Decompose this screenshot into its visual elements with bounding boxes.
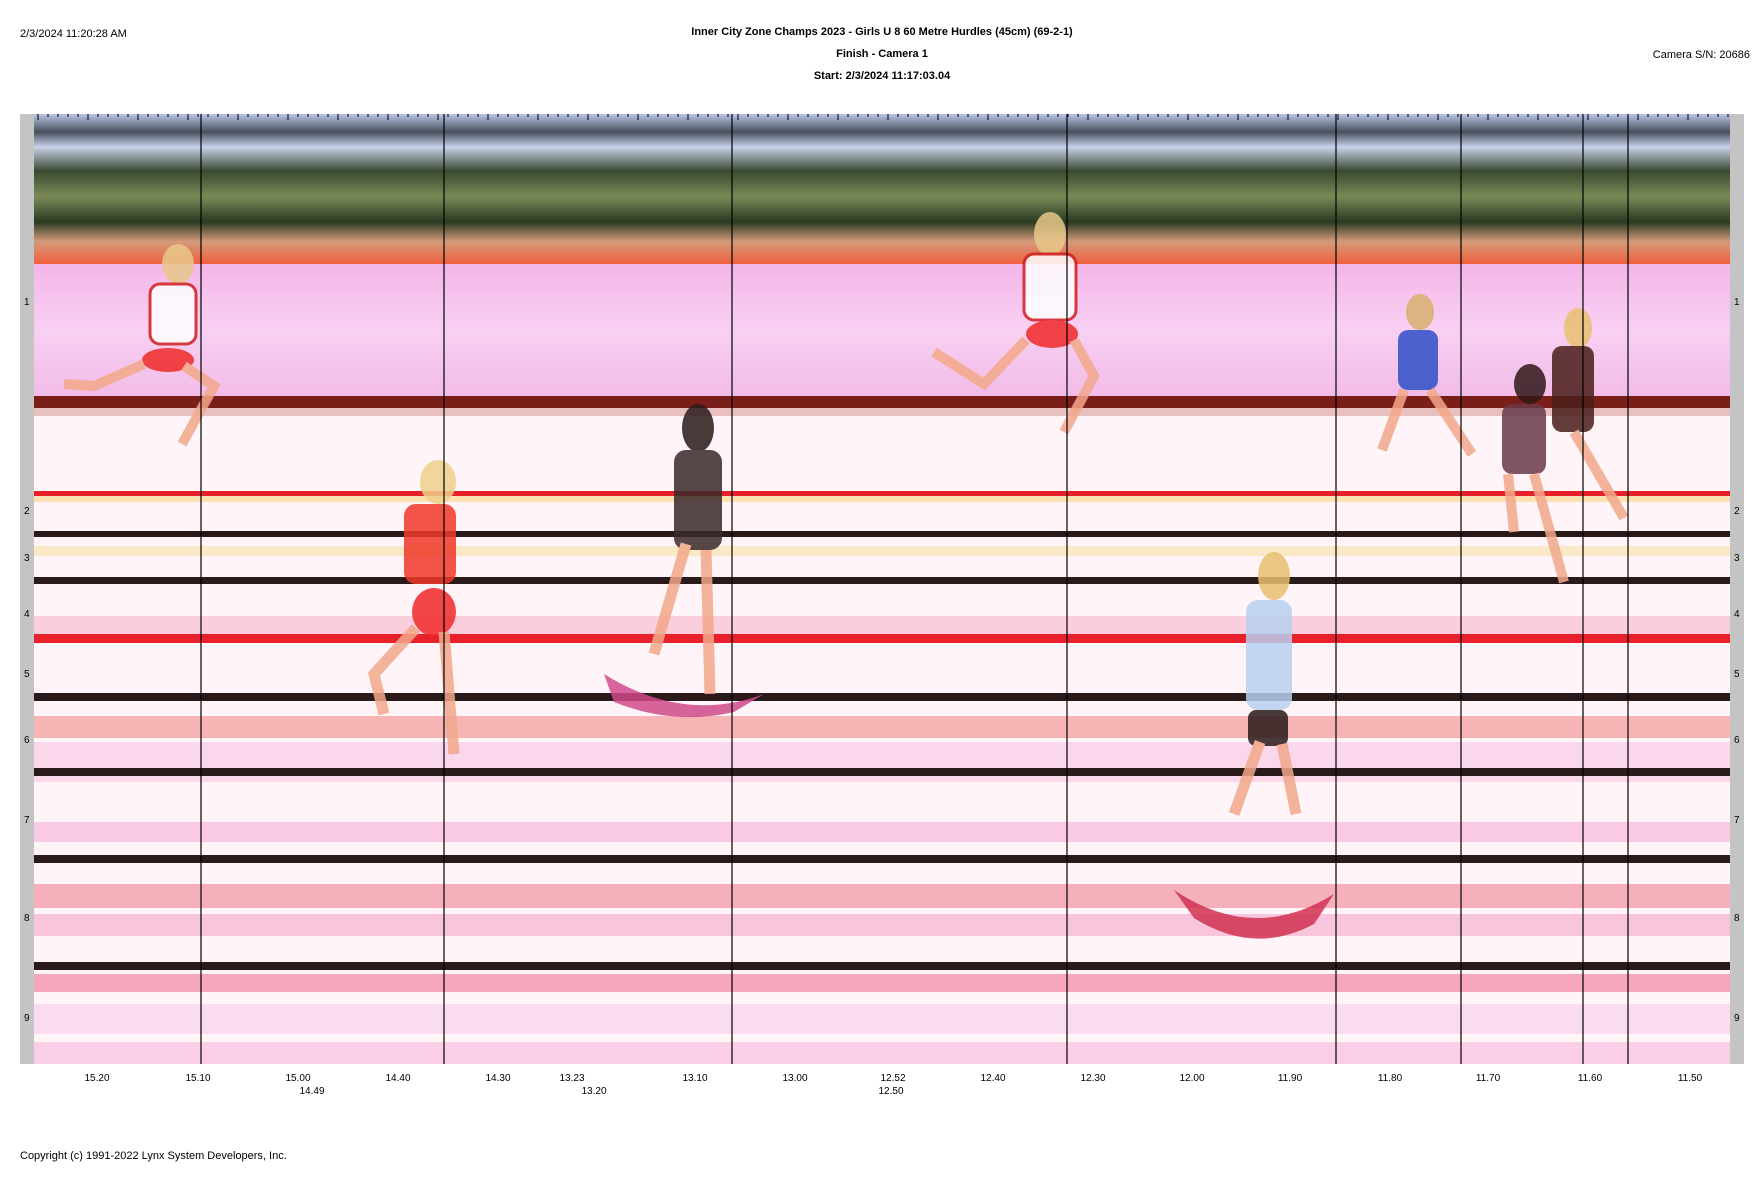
lane-label-8-left: 8 <box>24 913 30 924</box>
lane-label-7-left: 7 <box>24 815 30 826</box>
print-timestamp: 2/3/2024 11:20:28 AM <box>20 28 127 40</box>
runner-lane-5 <box>367 460 460 755</box>
time-label: 13.00 <box>782 1073 808 1084</box>
time-label: 15.00 <box>285 1073 311 1084</box>
time-sublabel: 13.20 <box>581 1086 607 1097</box>
time-label: 11.50 <box>1677 1073 1703 1084</box>
lane-label-4-left: 4 <box>24 609 30 620</box>
time-label: 15.20 <box>84 1073 110 1084</box>
time-sublabel: 14.49 <box>299 1086 325 1097</box>
lane-label-8-right: 8 <box>1734 913 1740 924</box>
time-label: 11.70 <box>1475 1073 1501 1084</box>
time-label: 14.40 <box>385 1073 411 1084</box>
lane-label-7-right: 7 <box>1734 815 1740 826</box>
time-label: 11.60 <box>1577 1073 1603 1084</box>
time-sublabel: 12.50 <box>878 1086 904 1097</box>
time-label: 11.80 <box>1377 1073 1403 1084</box>
time-label: 13.23 <box>559 1073 585 1084</box>
time-label: 15.10 <box>185 1073 211 1084</box>
camera-subtitle: Finish - Camera 1 <box>836 48 928 60</box>
time-label: 12.52 <box>880 1073 906 1084</box>
copyright-footer: Copyright (c) 1991-2022 Lynx System Deve… <box>20 1150 287 1162</box>
runner-lane-8 <box>1174 552 1334 939</box>
camera-serial: Camera S/N: 20686 <box>1652 49 1750 61</box>
time-label: 13.10 <box>682 1073 708 1084</box>
runner-lane-2 <box>1377 294 1477 457</box>
runner-lane-1-a <box>63 244 221 447</box>
runner-silhouettes <box>63 212 1629 939</box>
timing-lines <box>200 114 1629 1064</box>
lane-label-6-left: 6 <box>24 735 30 746</box>
time-label: 14.30 <box>485 1073 511 1084</box>
runner-lane-1-b <box>931 212 1100 435</box>
time-label: 12.40 <box>980 1073 1006 1084</box>
lane-label-1-right: 1 <box>1734 297 1740 308</box>
race-title: Inner City Zone Champs 2023 - Girls U 8 … <box>691 26 1073 38</box>
lane-label-9-right: 9 <box>1734 1013 1740 1024</box>
lane-label-2-right: 2 <box>1734 506 1740 517</box>
runner-lane-4 <box>1502 364 1569 584</box>
lane-label-4-right: 4 <box>1734 609 1740 620</box>
lane-label-3-left: 3 <box>24 553 30 564</box>
lane-label-5-left: 5 <box>24 669 30 680</box>
lane-label-9-left: 9 <box>24 1013 30 1024</box>
top-tick-marks <box>37 114 1729 120</box>
time-label: 11.90 <box>1277 1073 1303 1084</box>
lane-label-6-right: 6 <box>1734 735 1740 746</box>
runner-lane-6 <box>604 404 764 718</box>
lane-label-5-right: 5 <box>1734 669 1740 680</box>
lane-label-3-right: 3 <box>1734 553 1740 564</box>
lane-label-2-left: 2 <box>24 506 30 517</box>
start-time: Start: 2/3/2024 11:17:03.04 <box>813 70 951 82</box>
time-label: 12.30 <box>1080 1073 1106 1084</box>
time-label: 12.00 <box>1179 1073 1205 1084</box>
lane-label-1-left: 1 <box>24 297 30 308</box>
finish-photo <box>34 114 1730 1064</box>
